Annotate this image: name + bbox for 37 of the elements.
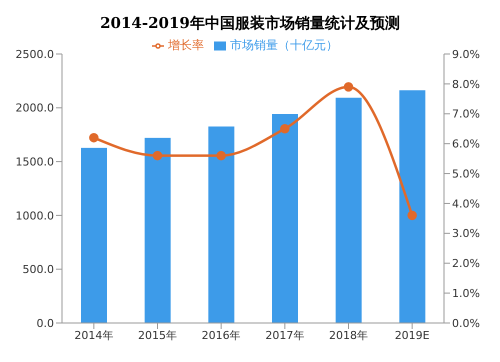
chart-title: 2014-2019年中国服装市场销量统计及预测: [99, 13, 401, 33]
point: [344, 82, 354, 92]
x-tick-label: 2015年: [138, 328, 177, 342]
y-tick-label: 0.0: [36, 316, 54, 330]
point: [407, 210, 417, 220]
y2-tick-label: 1.0%: [452, 287, 480, 300]
x-tick-label: 2017年: [265, 328, 304, 342]
y2-tick-label: 7.0%: [452, 108, 480, 121]
bar: [208, 126, 234, 323]
y2-tick-label: 8.0%: [452, 78, 480, 91]
y-tick-label: 1000.0: [16, 209, 54, 222]
y2-tick-label: 6.0%: [452, 138, 480, 151]
point: [216, 150, 226, 160]
y-tick-label: 1500.0: [16, 156, 54, 169]
x-tick-label: 2014年: [74, 328, 114, 342]
y2-tick-label: 3.0%: [452, 227, 480, 240]
point: [280, 124, 290, 134]
x-tick-label: 2018年: [329, 328, 368, 342]
legend-label: 市场销量（十亿元）: [230, 38, 338, 52]
y-tick-label: 2500.0: [16, 48, 54, 61]
y-tick-label: 2000.0: [16, 102, 54, 115]
bar: [81, 148, 107, 323]
x-tick-label: 2016年: [202, 328, 241, 342]
legend-label: 增长率: [168, 38, 204, 52]
bar: [399, 90, 426, 323]
point: [89, 132, 99, 142]
y2-tick-label: 2.0%: [452, 257, 480, 270]
y2-tick-label: 9.0%: [452, 48, 480, 61]
bar: [144, 138, 171, 323]
y2-tick-label: 4.0%: [452, 197, 480, 210]
y2-tick-label: 0.0%: [452, 316, 480, 330]
point: [152, 150, 162, 160]
y2-tick-label: 5.0%: [452, 167, 480, 180]
bar: [272, 114, 298, 323]
bar: [336, 98, 362, 323]
x-tick-label: 2019E: [394, 328, 430, 342]
y-tick-label: 500.0: [22, 263, 54, 276]
